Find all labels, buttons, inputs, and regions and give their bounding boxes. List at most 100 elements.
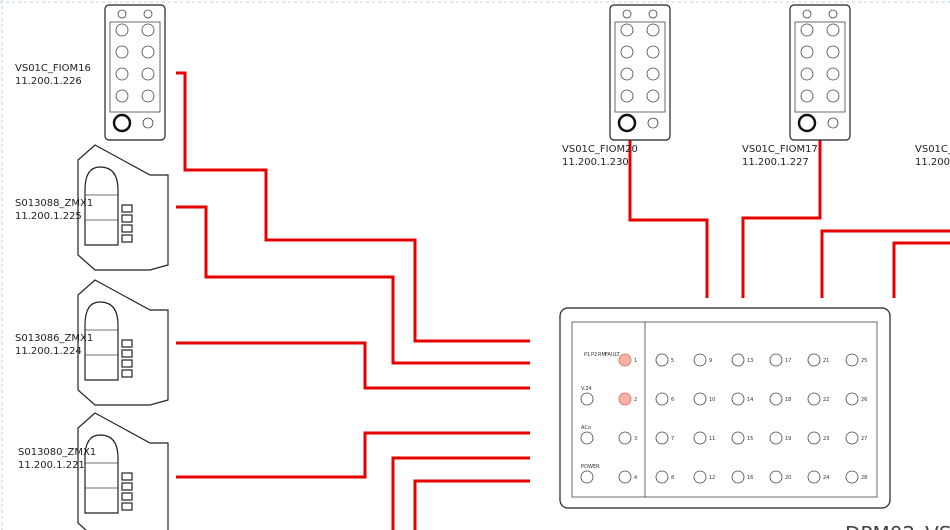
side-label: POWER bbox=[581, 464, 600, 470]
device-shapes: P1 P2 RM FAULTV.24ACoPOWER12345678910111213… bbox=[77, 4, 891, 530]
switch-port bbox=[807, 470, 821, 484]
led-label: P2 bbox=[591, 352, 597, 358]
port-number: 13 bbox=[747, 358, 753, 364]
io-port bbox=[826, 89, 840, 103]
port-number: 6 bbox=[671, 397, 674, 403]
switch-port bbox=[769, 353, 783, 367]
device-name: VS01C_FIOM16 bbox=[15, 63, 91, 74]
io-port bbox=[620, 89, 634, 103]
io-port bbox=[800, 67, 814, 81]
switch-port bbox=[693, 353, 707, 367]
side-port bbox=[580, 470, 594, 484]
io-port bbox=[620, 23, 634, 37]
io-module-inner bbox=[614, 21, 666, 113]
side-port bbox=[580, 431, 594, 445]
switch-port bbox=[845, 431, 859, 445]
port-number: 16 bbox=[747, 475, 753, 481]
port-number: 5 bbox=[671, 358, 674, 364]
led-label: P1 bbox=[584, 352, 590, 358]
zmx-button bbox=[121, 234, 133, 243]
io-port bbox=[797, 113, 817, 133]
switch-name: DPM02_VS0 bbox=[845, 522, 950, 530]
io-port bbox=[646, 89, 660, 103]
zmx-button bbox=[121, 224, 133, 233]
switch-port bbox=[807, 431, 821, 445]
io-port bbox=[620, 67, 634, 81]
io-port bbox=[115, 45, 129, 59]
switch-port bbox=[731, 470, 745, 484]
switch-port bbox=[731, 353, 745, 367]
device-name: S013080_ZMX1 bbox=[18, 447, 96, 458]
switch-port bbox=[618, 353, 632, 367]
switch-port bbox=[807, 392, 821, 406]
port-number: 23 bbox=[823, 436, 829, 442]
switch-port bbox=[769, 470, 783, 484]
switch-port bbox=[693, 392, 707, 406]
io-port bbox=[142, 117, 154, 129]
port-number: 1 bbox=[634, 358, 637, 364]
port-number: 14 bbox=[747, 397, 753, 403]
switch-port bbox=[845, 470, 859, 484]
io-port bbox=[802, 9, 812, 19]
zmx-button bbox=[121, 502, 133, 511]
io-port bbox=[646, 67, 660, 81]
port-number: 8 bbox=[671, 475, 674, 481]
switch-face bbox=[571, 321, 878, 498]
device-ip: 11.200.1.227 bbox=[742, 157, 809, 168]
switch-port bbox=[693, 470, 707, 484]
zmx-button bbox=[121, 472, 133, 481]
zmx-button bbox=[121, 359, 133, 368]
device-name: VS01C_F bbox=[915, 144, 950, 155]
io-port bbox=[826, 23, 840, 37]
io-port bbox=[648, 9, 658, 19]
port-number: 15 bbox=[747, 436, 753, 442]
led-label: RM bbox=[598, 352, 606, 358]
zmx-window bbox=[84, 301, 119, 381]
port-number: 27 bbox=[861, 436, 867, 442]
port-number: 2 bbox=[634, 397, 637, 403]
io-port bbox=[117, 9, 127, 19]
switch-port bbox=[655, 470, 669, 484]
io-module bbox=[789, 4, 851, 141]
port-number: 10 bbox=[709, 397, 715, 403]
device-ip: 11.200.1.230 bbox=[562, 157, 629, 168]
switch-port bbox=[845, 353, 859, 367]
switch-port bbox=[655, 353, 669, 367]
switch-port bbox=[731, 431, 745, 445]
port-number: 28 bbox=[861, 475, 867, 481]
port-number: 12 bbox=[709, 475, 715, 481]
io-port bbox=[141, 67, 155, 81]
switch-port bbox=[769, 431, 783, 445]
device-name: S013088_ZMX1 bbox=[15, 198, 93, 209]
port-number: 17 bbox=[785, 358, 791, 364]
switch-port bbox=[618, 431, 632, 445]
switch-port bbox=[807, 353, 821, 367]
labels: VS01C_FIOM16 11.200.1.226 S013088_ZMX1 1… bbox=[15, 63, 950, 530]
io-port bbox=[828, 9, 838, 19]
zmx-button bbox=[121, 482, 133, 491]
device-ip: 11.200.1.221 bbox=[18, 460, 85, 471]
side-label: V.24 bbox=[581, 386, 592, 392]
wires bbox=[176, 71, 950, 530]
io-port bbox=[646, 23, 660, 37]
io-port bbox=[800, 89, 814, 103]
switch-port bbox=[655, 392, 669, 406]
io-module-inner bbox=[794, 21, 846, 113]
io-module-inner bbox=[109, 21, 161, 113]
port-number: 7 bbox=[671, 436, 674, 442]
switch-port bbox=[618, 392, 632, 406]
io-port bbox=[646, 45, 660, 59]
switch-port bbox=[618, 470, 632, 484]
port-number: 21 bbox=[823, 358, 829, 364]
zmx-window bbox=[84, 434, 119, 514]
switch-port bbox=[769, 392, 783, 406]
switch-body bbox=[559, 307, 891, 509]
device-ip: 11.200.1.224 bbox=[15, 346, 82, 357]
device-ip: 11.200.1.226 bbox=[15, 76, 82, 87]
io-port bbox=[620, 45, 634, 59]
zmx-button bbox=[121, 349, 133, 358]
port-number: 25 bbox=[861, 358, 867, 364]
io-port bbox=[647, 117, 659, 129]
zmx-window bbox=[84, 166, 119, 246]
io-port bbox=[800, 23, 814, 37]
